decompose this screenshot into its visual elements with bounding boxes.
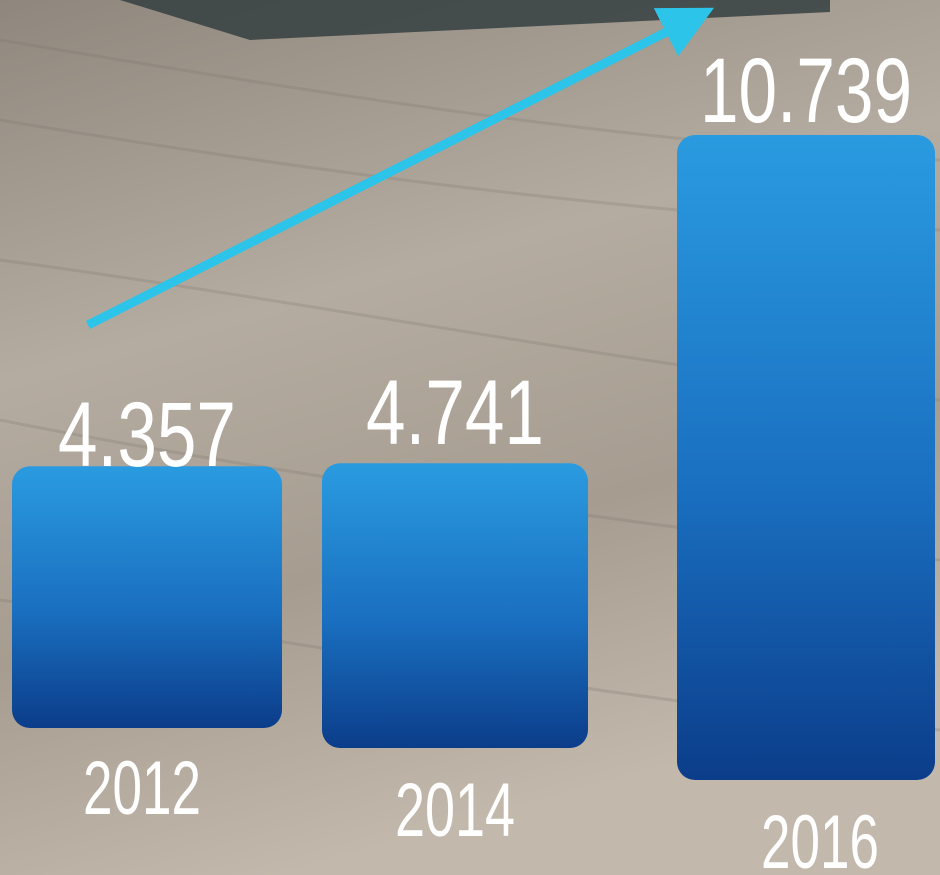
laptop-edge xyxy=(120,0,830,40)
value-label: 4.357 xyxy=(58,384,236,486)
value-label: 10.739 xyxy=(700,40,912,142)
bar xyxy=(322,463,588,748)
category-label: 2016 xyxy=(761,800,879,875)
trend-arrow xyxy=(85,7,715,330)
bar xyxy=(677,135,935,780)
category-label: 2014 xyxy=(395,768,515,853)
value-label: 4.741 xyxy=(366,362,544,464)
bar xyxy=(12,466,282,728)
category-label: 2012 xyxy=(83,746,201,831)
